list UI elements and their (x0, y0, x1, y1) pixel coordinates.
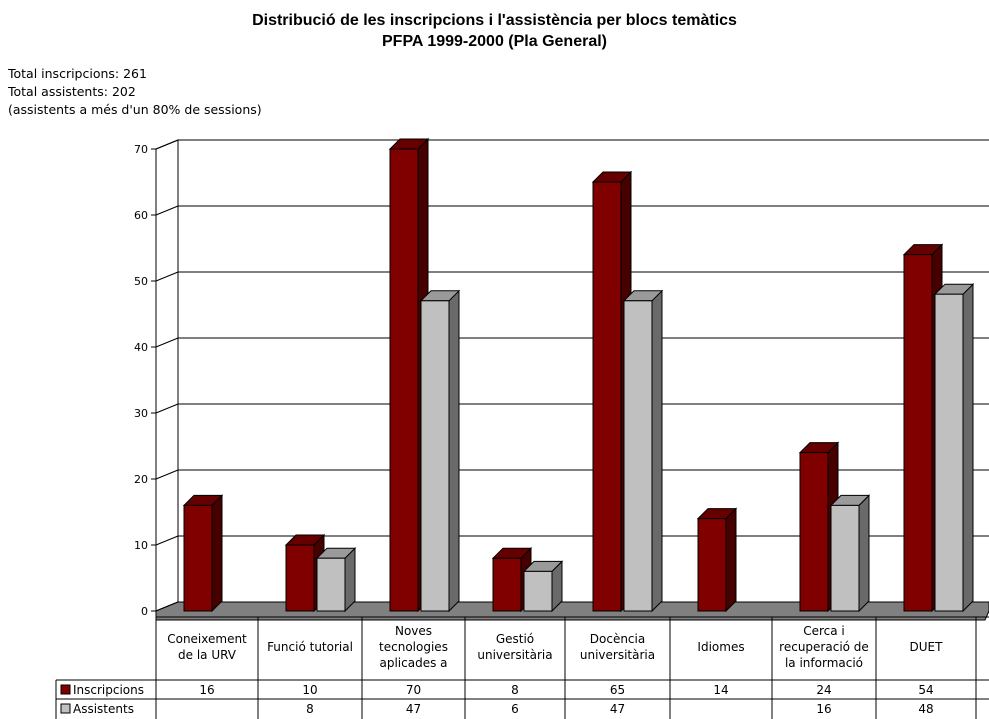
bars (182, 137, 975, 613)
bar-assistents-front (316, 557, 346, 612)
y-tick-label: 30 (134, 407, 148, 420)
bar-assistents-front (523, 570, 553, 612)
bar-assistents-side (651, 289, 663, 613)
category-label: la informació (785, 656, 863, 670)
category-label: aplicades a (379, 656, 447, 670)
bar-inscripcions-side (211, 494, 223, 613)
category-label: Coneixement (167, 632, 247, 646)
note-assistents-definition: (assistents a més d'un 80% de sessions) (8, 102, 262, 117)
note-total-inscripcions: Total inscripcions: 261 (8, 66, 147, 81)
bar-assistents-side (448, 289, 460, 613)
bar-assistents-front (934, 293, 964, 612)
bar-assistents (315, 546, 357, 613)
category-label: Noves (395, 624, 432, 638)
y-tick-label: 70 (134, 143, 148, 156)
data-label: 16 (199, 683, 214, 697)
data-label: 14 (713, 683, 728, 697)
data-label: 6 (511, 702, 519, 716)
note-total-assistents: Total assistents: 202 (8, 84, 136, 99)
chart-title: Distribució de les inscripcions i l'assi… (252, 12, 737, 29)
bar-inscripcions (696, 507, 738, 613)
gridline-depth (155, 271, 179, 282)
data-label: 47 (610, 702, 625, 716)
category-label: Gestió (496, 632, 534, 646)
data-label: 8 (306, 702, 314, 716)
bar-inscripcions (491, 546, 533, 613)
data-label: 48 (918, 702, 933, 716)
legend-swatch-assistents (60, 703, 71, 714)
category-label: recuperació de (779, 640, 869, 654)
category-label: Idiomes (697, 640, 744, 654)
gridline-depth (155, 337, 179, 348)
bar-assistents-front (830, 504, 860, 612)
gridline-depth (155, 139, 179, 150)
data-label: 16 (816, 702, 831, 716)
bar-assistents (419, 289, 461, 613)
bar-assistents-front (420, 300, 450, 612)
gridline-depth (155, 535, 179, 546)
bar-assistents-side (344, 546, 356, 613)
bar-inscripcions-front (697, 518, 727, 612)
category-label: universitària (477, 648, 552, 662)
y-tick-label: 20 (134, 473, 148, 486)
bar-assistents-front (623, 300, 653, 612)
data-label: 70 (406, 683, 421, 697)
bar-inscripcions (284, 533, 326, 613)
gridline-depth (155, 469, 179, 480)
bar-assistents-side (962, 282, 974, 613)
bar-inscripcions-front (592, 181, 622, 612)
gridline-depth (155, 403, 179, 414)
bar-assistents-side (858, 494, 870, 613)
bar-inscripcions-side (725, 507, 737, 613)
data-label: 10 (302, 683, 317, 697)
category-label: Funció tutorial (267, 640, 353, 654)
y-tick-label: 0 (141, 605, 148, 618)
y-tick-label: 40 (134, 341, 148, 354)
data-label: 54 (918, 683, 933, 697)
bar-inscripcions-front (492, 557, 522, 612)
bar-assistents (522, 560, 564, 613)
data-table: Coneixement de la URV Funció tutorial Noves… (55, 616, 989, 719)
category-label: tecnologies (379, 640, 448, 654)
chart-subtitle: PFPA 1999-2000 (Pla General) (382, 33, 607, 50)
bar-assistents (622, 289, 664, 613)
bar-inscripcions-front (799, 452, 829, 612)
category-label: Cerca i (803, 624, 845, 638)
legend-label-assistents: Assistents (73, 702, 134, 716)
data-label: 24 (816, 683, 831, 697)
category-label: Docència (590, 632, 645, 646)
bar-assistents (933, 282, 975, 613)
bar-assistents (829, 494, 871, 613)
bar-inscripcions-front (903, 254, 933, 612)
y-tick-label: 10 (134, 539, 148, 552)
legend-label-inscripcions: Inscripcions (73, 683, 144, 697)
category-label: de la URV (178, 648, 237, 662)
gridline-depth (155, 205, 179, 216)
category-label: universitària (580, 648, 655, 662)
data-label: 8 (511, 683, 519, 697)
bar-inscripcions-front (183, 504, 213, 612)
data-label: 47 (406, 702, 421, 716)
y-tick-label: 50 (134, 275, 148, 288)
category-label: DUET (910, 640, 944, 654)
bar-inscripcions (182, 494, 224, 613)
y-tick-label: 60 (134, 209, 148, 222)
bar-inscripcions-front (389, 148, 419, 612)
bar-inscripcions-front (285, 544, 315, 612)
y-axis-ticks: 0 10 20 30 40 50 60 70 (134, 143, 156, 618)
legend-swatch-inscripcions (60, 684, 71, 695)
data-label: 65 (610, 683, 625, 697)
